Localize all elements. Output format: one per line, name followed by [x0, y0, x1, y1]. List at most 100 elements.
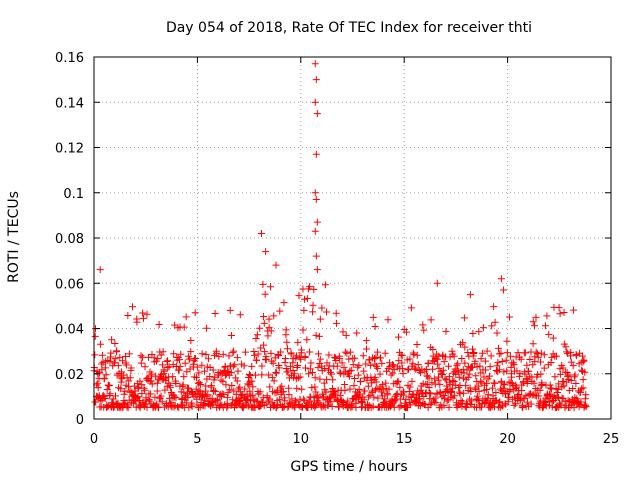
data-point: [516, 369, 524, 377]
data-point: [551, 373, 559, 381]
data-point: [349, 361, 357, 369]
data-point: [288, 395, 296, 403]
data-point: [98, 366, 106, 374]
x-tick-label: 5: [193, 432, 201, 447]
data-point: [379, 381, 387, 389]
data-point: [314, 394, 322, 402]
data-point: [138, 353, 146, 361]
data-point: [311, 383, 319, 391]
data-point: [200, 367, 208, 375]
data-point: [571, 371, 579, 379]
data-point: [158, 398, 166, 406]
data-point: [381, 349, 389, 357]
data-point: [111, 359, 119, 367]
data-point: [426, 389, 434, 397]
data-point: [198, 361, 206, 369]
data-point: [262, 356, 270, 364]
data-point: [537, 358, 545, 366]
data-point: [557, 401, 565, 409]
data-point: [468, 345, 476, 353]
data-point: [475, 397, 483, 405]
data-point: [405, 365, 413, 373]
data-point: [327, 368, 335, 376]
data-point: [500, 368, 508, 376]
data-point: [275, 352, 283, 360]
data-point: [406, 401, 414, 409]
data-point: [346, 367, 354, 375]
data-point: [176, 356, 184, 364]
data-point: [153, 387, 161, 395]
data-point: [409, 360, 417, 368]
data-point: [278, 382, 286, 390]
data-point: [500, 381, 508, 389]
data-point: [261, 290, 269, 298]
data-point: [405, 387, 413, 395]
data-point: [283, 338, 291, 346]
data-point: [114, 362, 122, 370]
data-point: [398, 351, 406, 359]
data-point: [151, 393, 159, 401]
data-point: [234, 367, 242, 375]
data-point: [412, 365, 420, 373]
data-point: [313, 266, 321, 274]
data-point: [519, 404, 527, 412]
data-point: [406, 383, 414, 391]
data-point: [355, 361, 363, 369]
data-point: [453, 361, 461, 369]
data-point: [333, 362, 341, 370]
data-point: [236, 311, 244, 319]
data-point: [172, 379, 180, 387]
data-point: [467, 387, 475, 395]
data-point: [190, 392, 198, 400]
data-point: [331, 353, 339, 361]
data-point: [406, 355, 414, 363]
data-point: [360, 396, 368, 404]
data-point: [460, 369, 468, 377]
data-point: [202, 392, 210, 400]
data-point: [494, 358, 502, 366]
data-point: [431, 394, 439, 402]
data-point: [572, 380, 580, 388]
data-point: [503, 349, 511, 357]
data-point: [414, 361, 422, 369]
data-point: [556, 310, 564, 318]
data-point: [422, 366, 430, 374]
data-point: [290, 370, 298, 378]
data-point: [293, 384, 301, 392]
data-point: [301, 364, 309, 372]
data-point: [285, 391, 293, 399]
data-point: [236, 398, 244, 406]
data-point: [284, 345, 292, 353]
data-point: [372, 386, 380, 394]
data-point: [493, 329, 501, 337]
data-point: [325, 351, 333, 359]
data-point: [311, 60, 319, 68]
data-point: [350, 382, 358, 390]
data-point: [236, 383, 244, 391]
data-point: [345, 355, 353, 363]
data-point: [245, 371, 253, 379]
data-point: [275, 364, 283, 372]
data-point: [440, 358, 448, 366]
data-point: [431, 375, 439, 383]
data-point: [308, 384, 316, 392]
data-point: [124, 312, 132, 320]
data-point: [124, 404, 132, 412]
data-point: [476, 362, 484, 370]
data-point: [376, 370, 384, 378]
data-point: [409, 391, 417, 399]
y-tick-label: 0.02: [55, 368, 84, 383]
data-point: [374, 364, 382, 372]
data-point: [527, 400, 535, 408]
data-point: [191, 309, 199, 317]
y-axis-label: ROTI / TECUs: [6, 191, 22, 283]
data-point: [536, 386, 544, 394]
data-point: [153, 379, 161, 387]
data-point: [126, 374, 134, 382]
data-point: [312, 196, 320, 204]
data-point: [551, 394, 559, 402]
x-axis-label: GPS time / hours: [290, 459, 407, 475]
data-point: [364, 382, 372, 390]
data-point: [167, 399, 175, 407]
data-point: [472, 372, 480, 380]
